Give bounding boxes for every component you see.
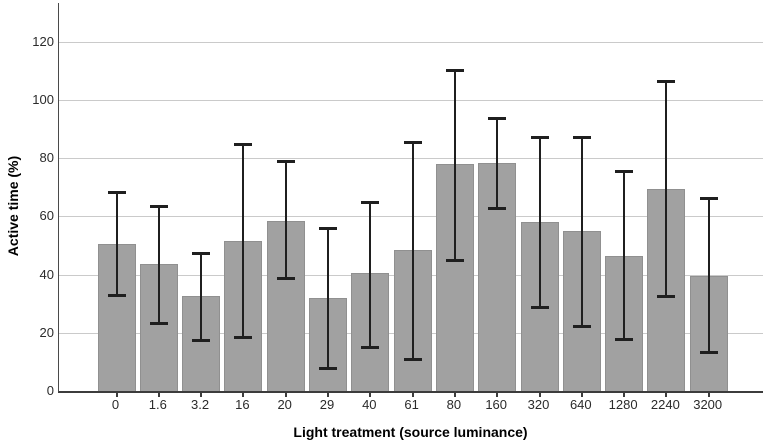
error-bar-cap-top — [276, 160, 295, 164]
error-bar-cap-top — [149, 205, 168, 209]
x-tick-mark — [411, 393, 414, 397]
x-tick-label: 40 — [362, 397, 377, 412]
error-bar-cap-bottom — [699, 350, 718, 354]
x-tick-label: 3200 — [693, 397, 723, 412]
y-tick-label: 120 — [32, 33, 54, 49]
x-tick-mark — [284, 393, 287, 397]
error-bar-cap-bottom — [319, 366, 337, 370]
error-bar-cap-bottom — [657, 295, 676, 299]
error-bar-cap-top — [107, 190, 126, 194]
error-bar-cap-top — [699, 196, 718, 200]
gridline — [59, 216, 763, 218]
error-bar-cap-top — [403, 141, 422, 145]
error-bar-cap-bottom — [445, 259, 464, 263]
y-tick-label: 80 — [39, 150, 54, 166]
x-tick-mark — [115, 393, 118, 397]
x-tick-label: 3.2 — [191, 397, 210, 412]
y-tick-label: 20 — [39, 324, 54, 340]
x-tick-mark — [538, 393, 541, 397]
y-tick-label: 0 — [46, 383, 54, 398]
gridline — [59, 41, 763, 43]
x-tick-label: 29 — [319, 397, 335, 412]
error-bar — [580, 136, 583, 326]
x-tick-mark — [327, 393, 329, 397]
x-tick-label: 20 — [277, 397, 292, 412]
error-bar-cap-bottom — [361, 346, 380, 350]
x-tick-label: 1.6 — [148, 397, 167, 412]
y-tick-label: 100 — [32, 92, 54, 108]
error-bar-cap-bottom — [192, 339, 211, 343]
x-tick-label: 640 — [569, 397, 592, 412]
x-tick-label: 16 — [235, 397, 250, 412]
error-bar — [157, 206, 160, 323]
x-tick-label: 2240 — [650, 397, 680, 412]
error-bar-cap-bottom — [615, 337, 634, 341]
x-tick-mark — [623, 393, 626, 397]
x-tick-mark — [242, 393, 245, 397]
y-tick-label: 60 — [39, 208, 54, 224]
x-tick-label: 320 — [527, 397, 550, 412]
error-bar — [369, 201, 372, 348]
error-bar-cap-top — [530, 135, 549, 139]
gridline — [59, 158, 763, 160]
error-bar — [327, 228, 329, 368]
error-bar-cap-bottom — [149, 321, 168, 325]
error-bar — [200, 252, 203, 341]
error-bar — [496, 117, 499, 208]
error-bar-cap-bottom — [234, 336, 253, 340]
x-tick-label: 1280 — [608, 397, 638, 412]
y-tick-label: 40 — [39, 266, 54, 282]
error-bar-cap-bottom — [107, 294, 126, 298]
error-bar — [623, 171, 626, 339]
error-bar-cap-top — [319, 227, 337, 231]
error-bar — [242, 143, 245, 338]
error-bar-cap-bottom — [403, 358, 422, 361]
error-bar-cap-top — [572, 135, 591, 139]
x-tick-mark — [496, 393, 499, 397]
error-bar — [665, 81, 668, 297]
error-bar-cap-top — [657, 80, 676, 84]
x-tick-mark — [200, 393, 203, 397]
x-tick-label: 0 — [111, 397, 120, 412]
error-bar-cap-bottom — [530, 305, 549, 309]
error-bar-cap-top — [361, 200, 380, 204]
plot-area — [58, 3, 763, 393]
error-bar-cap-bottom — [276, 276, 295, 280]
error-bar — [538, 136, 541, 307]
error-bar — [284, 161, 287, 278]
gridline — [59, 100, 763, 102]
error-bar — [411, 142, 414, 359]
error-bar-cap-top — [488, 116, 507, 120]
error-bar — [707, 197, 710, 352]
x-tick-label: 61 — [404, 397, 419, 412]
error-bar-cap-top — [445, 68, 464, 72]
x-tick-mark — [453, 393, 456, 397]
bar — [478, 162, 517, 391]
error-bar — [115, 191, 118, 295]
x-tick-mark — [665, 393, 668, 397]
x-tick-label: 160 — [485, 397, 508, 412]
x-tick-mark — [707, 393, 710, 397]
x-axis-title: Light treatment (source luminance) — [293, 424, 528, 440]
bar — [266, 220, 305, 391]
error-bar-cap-top — [192, 251, 211, 255]
error-bar — [453, 69, 456, 261]
error-bar-cap-top — [234, 142, 253, 146]
error-bar-cap-bottom — [488, 206, 507, 210]
x-tick-mark — [580, 393, 583, 397]
error-bar-cap-top — [615, 170, 634, 174]
x-tick-mark — [157, 393, 160, 397]
error-bar-cap-bottom — [572, 324, 591, 328]
x-tick-label: 80 — [446, 397, 462, 412]
x-tick-mark — [369, 393, 372, 397]
